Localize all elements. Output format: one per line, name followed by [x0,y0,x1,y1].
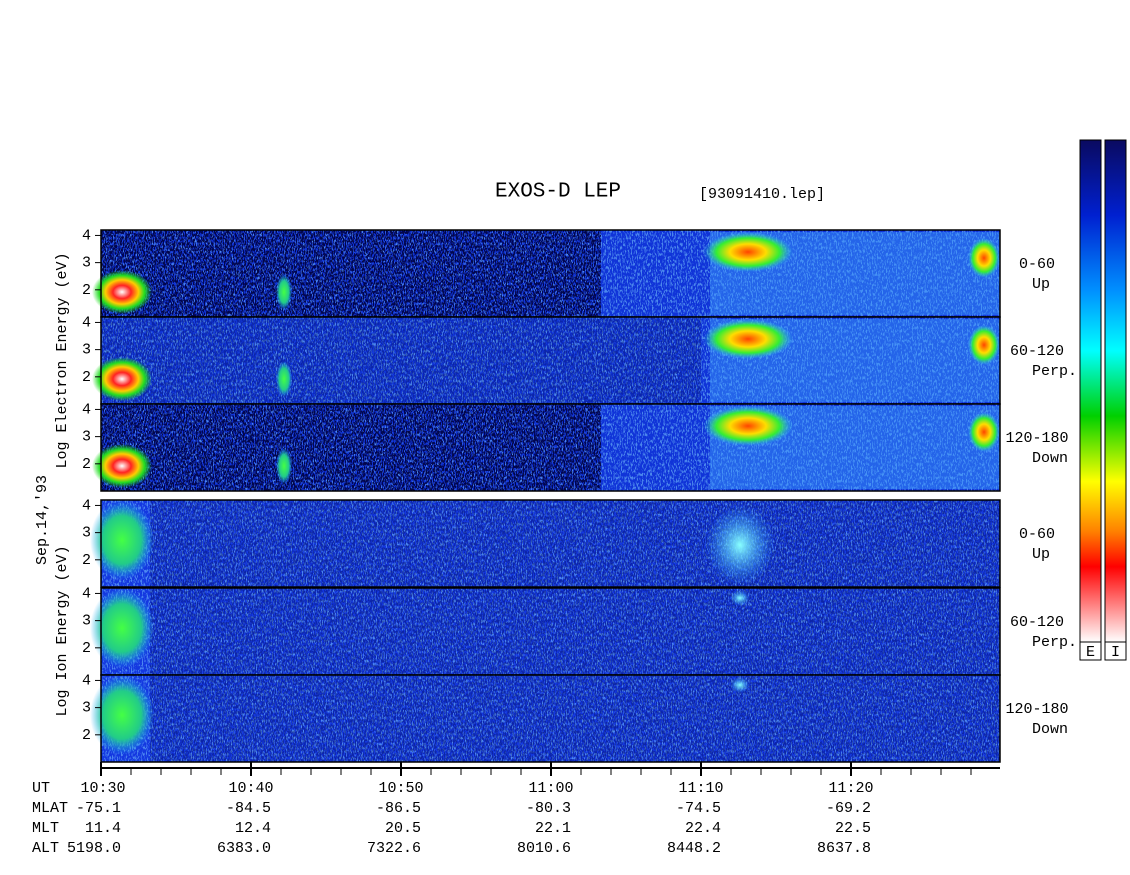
hot-spot [92,357,152,401]
hot-spot [968,325,1000,365]
panel-frame [100,403,1001,492]
hot-spot [92,444,152,488]
angle-label: 60-120 [1010,614,1064,631]
hot-spot [968,412,1000,452]
spectrogram-dark [150,588,1000,675]
y-tick-label: 3 [82,342,91,359]
angle-label: 0-60 [1019,256,1055,273]
time-label: 10:40 [228,780,273,797]
row-value: 8448.2 [667,840,721,857]
file-name: [93091410.lep] [699,186,825,203]
y-tick-label: 3 [82,613,91,630]
ion-spot [730,677,750,693]
y-tick-label: 4 [82,314,91,331]
hot-spot [276,274,292,310]
ion-spot [90,588,154,668]
time-label: 11:20 [828,780,873,797]
row-value: 22.5 [835,820,871,837]
hot-spot [703,406,793,446]
angle-label: 60-120 [1010,343,1064,360]
row-value: 8010.6 [517,840,571,857]
y-tick-label: 2 [82,552,91,569]
colorbar-label: E [1086,644,1095,661]
hot-spot [703,232,793,272]
y-tick-label: 2 [82,727,91,744]
row-value: -84.5 [226,800,271,817]
ion-spot [90,500,154,580]
colorbar-label: I [1111,644,1120,661]
hot-spot [92,270,152,314]
time-label: 10:30 [80,780,125,797]
direction-label: Up [1032,546,1050,563]
spectrogram-dark [150,500,1000,587]
row-label: MLAT [32,800,68,817]
row-value: 12.4 [235,820,271,837]
y-tick-label: 4 [82,227,91,244]
row-value: 5198.0 [67,840,121,857]
angle-label: 120-180 [1005,701,1068,718]
row-value: -75.1 [76,800,121,817]
footer: UT 10:30 10:40 10:50 11:00 11:10 11:20 MLAT -75.… [32,762,972,857]
hot-spot [276,448,292,484]
y-tick-label: 4 [82,497,91,514]
row-value: -74.5 [676,800,721,817]
panels: 4 3 2 0-60 Up 4 3 2 60-120 Perp. 4 3 2 120-180 Down Log… [54,227,1077,763]
ion-spot [730,590,750,606]
colorbar-label-box [1104,641,1127,661]
direction-label: Down [1032,721,1068,738]
colorbar [1104,139,1127,643]
spectrogram-dark [101,230,601,317]
ion-spot [705,505,775,585]
spectrogram-dark [101,404,601,491]
row-value: 11.4 [85,820,121,837]
y-tick-label: 2 [82,456,91,473]
row-value: 22.4 [685,820,721,837]
y-tick-label: 2 [82,282,91,299]
title: EXOS-D LEP [495,181,621,204]
row-value: 6383.0 [217,840,271,857]
hot-spot [703,319,793,359]
y-tick-label: 4 [82,672,91,689]
panel-frame [100,499,1001,588]
time-label: 11:00 [528,780,573,797]
row-value: 20.5 [385,820,421,837]
y-tick-label: 3 [82,700,91,717]
colorbar [1079,139,1102,643]
row-value: 8637.8 [817,840,871,857]
ion-spot [90,675,154,755]
row-value: -69.2 [826,800,871,817]
angle-label: 0-60 [1019,526,1055,543]
hot-spot [968,238,1000,278]
row-value: 7322.6 [367,840,421,857]
direction-label: Perp. [1032,634,1077,651]
y-tick-label: 3 [82,525,91,542]
spectrogram-dark [150,675,1000,762]
row-value: -86.5 [376,800,421,817]
colorbar-label-box [1079,641,1102,661]
y-tick-label: 3 [82,429,91,446]
y-tick-label: 2 [82,369,91,386]
row-value: 22.1 [535,820,571,837]
row-value: -80.3 [526,800,571,817]
time-label: 10:50 [378,780,423,797]
row-label: MLT [32,820,59,837]
direction-label: Up [1032,276,1050,293]
time-label: 11:10 [678,780,723,797]
date: Sep.14,'93 [34,475,51,565]
group-label: Log Ion Energy (eV) [54,545,71,716]
y-tick-label: 4 [82,401,91,418]
y-tick-label: 4 [82,585,91,602]
direction-label: Down [1032,450,1068,467]
spectrogram-dark [101,317,701,404]
group-label: Log Electron Energy (eV) [54,252,71,468]
y-tick-label: 3 [82,255,91,272]
row-label: UT [32,780,50,797]
direction-label: Perp. [1032,363,1077,380]
y-tick-label: 2 [82,640,91,657]
hot-spot [276,361,292,397]
row-label: ALT [32,840,59,857]
angle-label: 120-180 [1005,430,1068,447]
